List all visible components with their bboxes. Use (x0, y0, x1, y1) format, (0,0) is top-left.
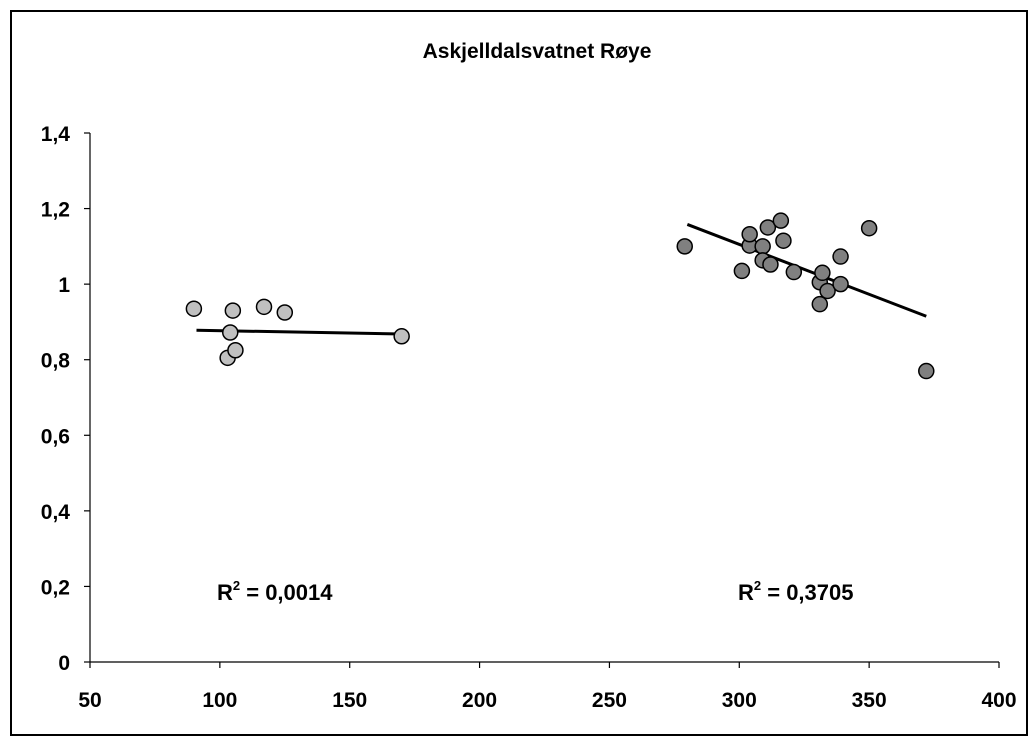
x-tick-label: 150 (332, 689, 367, 712)
data-point (393, 328, 410, 345)
data-point (860, 219, 878, 237)
data-points (185, 212, 935, 380)
data-point (832, 275, 849, 293)
y-tick-label: 0 (58, 652, 70, 675)
y-tick-label: 0,8 (41, 350, 71, 373)
chart-title: Askjelldalsvatnet Røye (423, 40, 652, 63)
data-point (676, 238, 693, 255)
r2-labels: R2 = 0,0014 R2 = 0,3705 (217, 578, 854, 605)
data-point (819, 282, 836, 300)
data-point (762, 256, 779, 273)
x-tick-label: 200 (462, 689, 497, 712)
y-tick-label: 1 (58, 274, 70, 297)
data-point (741, 226, 758, 243)
data-point (227, 342, 244, 359)
x-tick-label: 50 (78, 689, 101, 712)
data-point (832, 248, 849, 265)
x-tick-label: 250 (592, 689, 627, 712)
data-point (185, 300, 203, 317)
data-point (785, 263, 803, 281)
data-point (276, 304, 294, 321)
data-point (754, 238, 771, 255)
data-point (772, 212, 790, 229)
data-point (759, 219, 777, 236)
x-tick-label: 300 (722, 689, 757, 712)
data-point (255, 298, 273, 316)
data-point (775, 232, 792, 249)
y-tick-label: 1,4 (41, 123, 71, 146)
y-tick-label: 0,4 (41, 501, 71, 524)
trendline-series-2 (686, 223, 927, 318)
r2-label-series-1: R2 = 0,0014 (217, 578, 333, 605)
data-point (221, 324, 239, 341)
data-point (811, 295, 829, 313)
x-tick-label: 400 (981, 689, 1016, 712)
data-point (918, 362, 935, 380)
y-tick-label: 0,2 (41, 576, 70, 599)
r2-label-series-2: R2 = 0,3705 (738, 578, 854, 605)
data-point (733, 262, 751, 280)
x-tick-label: 350 (852, 689, 887, 712)
y-tick-label: 0,6 (41, 425, 70, 448)
data-point (814, 264, 831, 282)
y-tick-label: 1,2 (41, 199, 70, 222)
axes: 0 0,2 0,4 0,6 0,8 1 1,2 1,4 50 100 150 200 250 300 350… (41, 123, 1017, 712)
chart-frame (10, 10, 1028, 736)
data-point (224, 302, 242, 319)
x-tick-label: 100 (202, 689, 237, 712)
